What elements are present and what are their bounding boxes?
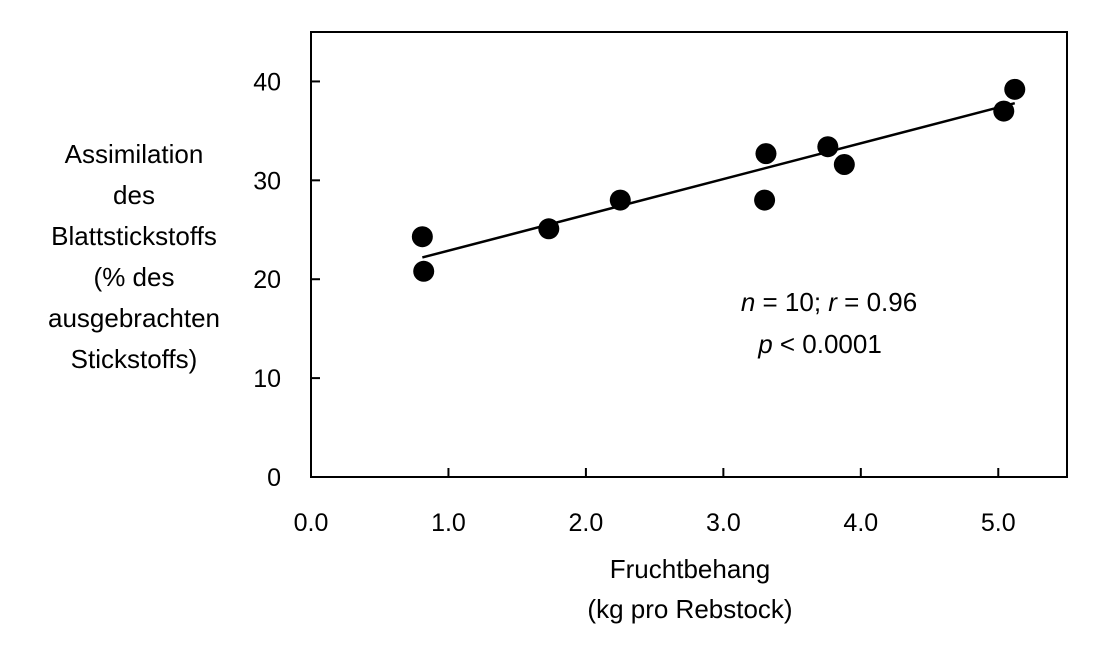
p-value: < 0.0001: [773, 329, 882, 359]
y-axis-title-line: Assimilation: [65, 139, 204, 169]
x-axis: 0.0 1.0 2.0 3.0 4.0 5.0: [294, 468, 1016, 537]
x-tick-label: 1.0: [431, 509, 466, 537]
x-tick-label: 3.0: [706, 509, 741, 537]
y-axis-title: Assimilation des Blattstickstoffs (% des aus…: [48, 139, 220, 374]
r-symbol: r: [828, 287, 838, 317]
y-tick-label: 0: [267, 464, 281, 492]
x-tick-label: 0.0: [294, 509, 329, 537]
x-tick-label: 2.0: [569, 509, 604, 537]
y-axis-title-line: (% des: [94, 262, 175, 292]
y-tick-label: 10: [253, 365, 281, 393]
x-axis-title: Fruchtbehang (kg pro Rebstock): [587, 554, 792, 624]
data-point: [754, 189, 776, 211]
x-axis-title-line: (kg pro Rebstock): [587, 594, 792, 624]
trendline: [422, 101, 1016, 259]
data-point: [413, 260, 435, 282]
y-axis-title-line: Stickstoffs): [71, 344, 198, 374]
data-point: [411, 226, 433, 248]
trendline-layer: [422, 101, 1016, 259]
y-axis-title-line: des: [113, 180, 155, 210]
plot-area: [310, 31, 1068, 478]
stats-annotation-line2: p < 0.0001: [757, 329, 882, 359]
data-points: [411, 78, 1026, 282]
p-symbol: p: [757, 329, 772, 359]
n-symbol: n: [741, 287, 755, 317]
y-axis-title-line: ausgebrachten: [48, 303, 220, 333]
data-point: [538, 218, 560, 240]
data-point: [609, 189, 631, 211]
x-tick-label: 5.0: [981, 509, 1016, 537]
plot-border: [310, 31, 1068, 478]
data-point: [1004, 78, 1026, 100]
y-tick-label: 40: [253, 68, 281, 96]
r-value: = 0.96: [837, 287, 917, 317]
y-axis: 0 10 20 30 40: [253, 68, 320, 492]
data-point: [755, 143, 777, 165]
y-tick-label: 20: [253, 266, 281, 294]
data-point: [817, 136, 839, 158]
x-axis-title-line: Fruchtbehang: [610, 554, 770, 584]
x-tick-label: 4.0: [843, 509, 878, 537]
data-point: [993, 100, 1015, 122]
y-tick-label: 30: [253, 167, 281, 195]
stats-annotation-line1: n = 10; r = 0.96: [741, 287, 917, 317]
y-axis-title-line: Blattstickstoffs: [51, 221, 217, 251]
data-point: [833, 154, 855, 176]
n-value: = 10;: [755, 287, 828, 317]
